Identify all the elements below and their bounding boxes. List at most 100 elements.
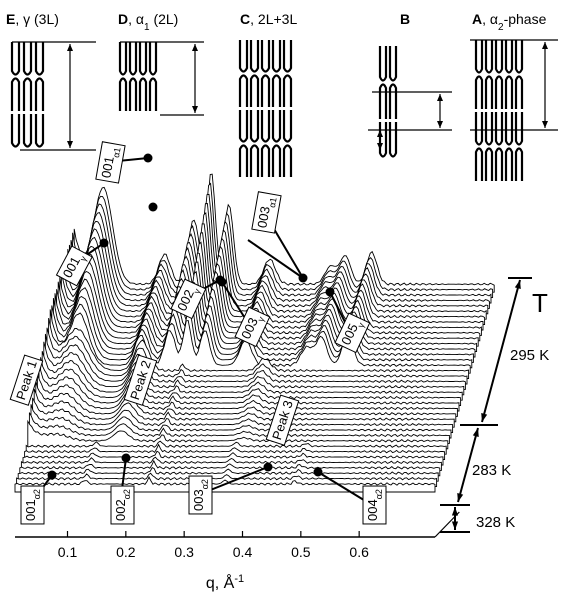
arrow-head [515,280,521,289]
schematic-stroke [390,85,396,120]
schematic-stroke [262,40,269,72]
x-label-text: q, Å [206,573,235,592]
schematic-stroke [284,146,291,178]
label-sub: α1 [111,147,123,159]
schematic-stroke [12,79,19,112]
schematic-stroke [496,40,502,73]
label-sub: α1 [267,197,279,209]
schematic-stroke [476,40,482,73]
x-tick-label: 0.3 [174,544,194,560]
panel-label: B [400,11,410,27]
panel-letter: D [118,11,128,27]
schematic-stroke [476,77,482,110]
panel-label: E, γ (3L) [6,11,59,27]
x-tick-label: 0.4 [233,544,253,560]
schematic-stroke [251,40,258,72]
peak-dot [314,468,323,477]
schematic-stroke [273,76,280,108]
panel-label: C, 2L+3L [240,11,297,27]
schematic-stroke [476,112,482,145]
schematic-stroke [262,76,269,108]
label-sub: α2 [374,489,384,499]
temperature-range: 295 K [510,347,549,364]
schematic-stroke [476,149,482,182]
label-main: 001 [23,499,38,521]
schematic-stroke [486,40,492,73]
panel-rest: -phase [504,11,547,27]
schematic-stroke [240,110,247,142]
schematic-stroke [240,146,247,178]
schematic-stroke [150,42,156,75]
schematic-stroke [390,46,396,81]
schematic-stroke [486,149,492,182]
peak-dot [264,463,273,472]
schematic-stroke [380,85,386,120]
temperature-range: 283 K [472,462,511,479]
schematic-stroke [140,42,146,75]
label-box: 002α2 [111,486,134,524]
panel-label: D, α1 (2L) [118,11,178,33]
schematic-stroke [506,149,512,182]
schematic-stroke [12,42,19,75]
curve [73,184,493,298]
schematic-stroke [486,77,492,110]
label-main: 003 [191,489,206,511]
panel-text: , α [482,11,498,27]
temperature-range: 328 K [476,514,515,531]
schematic-stroke [120,42,126,75]
curve [74,174,494,292]
arrow-head [473,428,479,437]
schematic-stroke [130,79,136,112]
schematic-stroke [516,149,522,182]
schematic-stroke [516,40,522,73]
peak-dot [326,288,335,297]
schematic-stroke [36,114,43,147]
peak-dot [100,239,109,248]
schematic-stroke [240,76,247,108]
label-sub: α2 [32,489,42,499]
panel-text: , α [128,11,144,27]
peak-dot [218,278,227,287]
schematic-stroke [140,79,146,112]
schematic-stroke [251,76,258,108]
schematic-stroke [150,79,156,112]
panel-letter: C [240,11,250,27]
label-box: 003α1 [252,192,281,233]
label-box: 004α2 [363,486,386,524]
schematic-stroke [273,146,280,178]
schematic-stroke [496,149,502,182]
panel-letter: A [472,11,482,27]
schematic-stroke [262,146,269,178]
x-axis-label: q, Å-1 [206,573,244,592]
schematic-stroke [390,122,396,157]
schematic-stroke [36,79,43,112]
label-box: 001α2 [21,486,44,524]
panel-label: A, α2-phase [472,11,547,33]
panel-text: , 2L+3L [250,11,297,27]
label-main: 002 [113,499,128,521]
schematic-stroke [24,42,31,75]
x-label-sup: -1 [234,573,244,585]
schematic-stroke [240,40,247,72]
schematic-stroke [251,146,258,178]
panel-letter: E [6,11,15,27]
peak-dot [122,454,131,463]
peak-dot [149,203,158,212]
x-tick-label: 0.6 [349,544,369,560]
schematic-stroke [273,40,280,72]
label-sub: α2 [122,489,132,499]
schematic-stroke [24,79,31,112]
x-tick-label: 0.5 [291,544,311,560]
panel-rest: (2L) [150,11,179,27]
x-tick-label: 0.1 [58,544,78,560]
arrow-head [481,413,487,422]
figure: E, γ (3L) D, α1 (2L) C, 2L+3L B A, α2-phase 0… [0,0,574,604]
schematic-stroke [506,40,512,73]
schematic-stroke [516,112,522,145]
schematic-stroke [506,77,512,110]
schematic-stroke [120,79,126,112]
temperature-label: T [532,288,548,318]
arrow-head [452,507,458,515]
label-sub: α2 [200,479,210,489]
schematic-stroke [516,77,522,110]
